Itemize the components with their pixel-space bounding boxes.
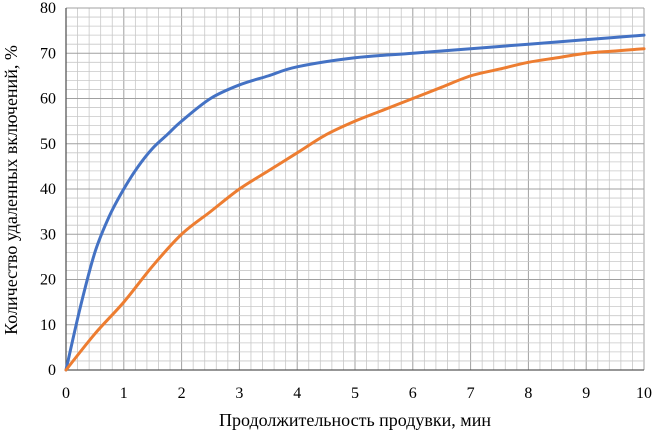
series-line-1 — [64, 33, 646, 372]
axes — [65, 8, 644, 371]
x-tick-label: 4 — [293, 385, 301, 402]
x-tick-label: 5 — [351, 385, 359, 402]
x-tick-label: 1 — [120, 385, 128, 402]
y-tick-label: 40 — [40, 181, 56, 198]
x-axis-title: Продолжительность продувки, мин — [219, 410, 491, 430]
x-tick-label: 2 — [178, 385, 186, 402]
y-tick-label: 10 — [40, 317, 56, 334]
x-tick-label: 7 — [467, 385, 475, 402]
y-axis-title: Количество удаленных включений, % — [1, 45, 21, 335]
grid — [65, 7, 645, 371]
y-tick-label: 20 — [40, 272, 56, 289]
series-line-2 — [64, 47, 646, 372]
y-tick-label: 70 — [40, 45, 56, 62]
y-tick-label: 30 — [40, 226, 56, 243]
x-tick-label: 6 — [409, 385, 417, 402]
y-tick-label: 0 — [48, 362, 56, 379]
y-tick-labels: 0 10 20 30 40 50 60 70 80 — [40, 0, 56, 379]
x-tick-label: 8 — [524, 385, 532, 402]
series-lines — [64, 33, 646, 372]
x-tick-label: 0 — [62, 385, 70, 402]
x-tick-label: 3 — [235, 385, 243, 402]
y-tick-label: 60 — [40, 91, 56, 108]
x-tick-label: 9 — [582, 385, 590, 402]
y-tick-label: 80 — [40, 0, 56, 17]
x-tick-labels: 0 1 2 3 4 5 6 7 8 9 10 — [62, 385, 652, 402]
x-tick-label: 10 — [636, 385, 652, 402]
y-tick-label: 50 — [40, 136, 56, 153]
